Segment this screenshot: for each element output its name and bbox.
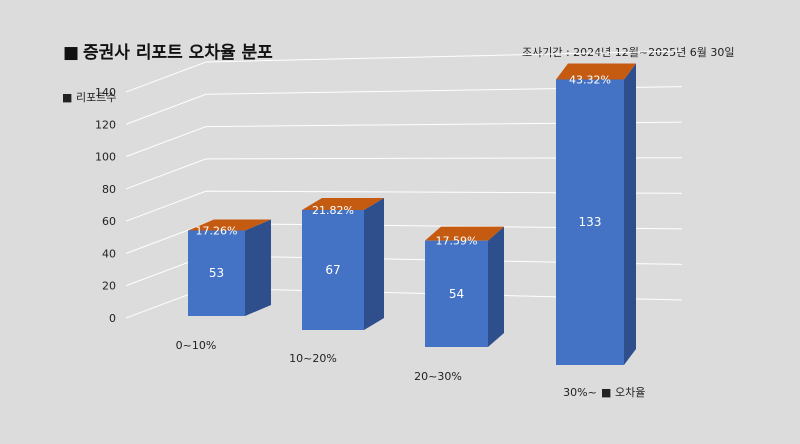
gridline	[125, 157, 683, 190]
y-tick-label: 60	[102, 215, 116, 228]
gridlines	[125, 50, 683, 319]
y-tick-label: 120	[95, 118, 116, 131]
bar-front	[556, 79, 624, 365]
bar-percent-label: 43.32%	[569, 73, 611, 86]
gridline	[125, 50, 683, 93]
bar-side	[488, 226, 504, 347]
bar-percent-label: 17.59%	[436, 235, 478, 248]
gridline	[125, 86, 683, 125]
y-tick-labels: 0 20 40 60 80 100 120 140	[95, 86, 116, 325]
bar-top	[425, 226, 504, 241]
bar-value-label: 67	[325, 263, 340, 277]
bar-top	[188, 219, 271, 231]
x-tick-label: 10~20%	[289, 352, 337, 365]
title-bullet: ■	[63, 43, 79, 63]
y-axis-label: 리포트수	[76, 91, 116, 104]
x-axis-bullet: ■	[601, 386, 611, 399]
chart-title: 증권사 리포트 오차율 분포	[83, 43, 273, 63]
bar-percent-label: 21.82%	[312, 204, 354, 217]
y-tick-label: 100	[95, 151, 116, 164]
y-tick-label: 80	[102, 183, 116, 196]
bar-front	[425, 240, 488, 347]
bar: 67 21.82%	[302, 197, 384, 330]
y-tick-label: 20	[102, 280, 116, 293]
bar-value-label: 53	[209, 266, 224, 280]
y-tick-label: 40	[102, 247, 116, 260]
bar: 54 17.59%	[425, 226, 504, 347]
x-tick-label: 20~30%	[414, 370, 462, 383]
y-tick-label: 0	[109, 312, 116, 325]
bar-side	[624, 63, 636, 365]
x-tick-label: 0~10%	[176, 339, 217, 352]
bar: 133 43.32%	[556, 63, 636, 365]
bar-value-label: 54	[449, 287, 464, 301]
bar-value-label: 133	[579, 215, 602, 229]
bar-side	[245, 219, 271, 316]
bar-percent-label: 17.26%	[196, 224, 238, 237]
bar: 53 17.26%	[188, 219, 271, 316]
bar-side	[364, 197, 384, 330]
gridline	[125, 190, 683, 222]
bar-front	[188, 230, 245, 316]
bar-top	[302, 197, 384, 210]
x-tick-label: 30%~	[563, 386, 597, 399]
bar-top	[556, 63, 636, 80]
gridline	[125, 121, 683, 158]
y-tick-label: 140	[95, 86, 116, 99]
bar-front	[302, 209, 364, 330]
bars: 53 17.26% 67 21.82% 54 17.59% 133 43.32%	[188, 63, 636, 365]
x-axis-label: 오차율	[615, 386, 645, 399]
y-axis-bullet: ■	[62, 91, 72, 104]
category-labels: 0~10% 10~20% 20~30% 30%~	[176, 339, 597, 399]
